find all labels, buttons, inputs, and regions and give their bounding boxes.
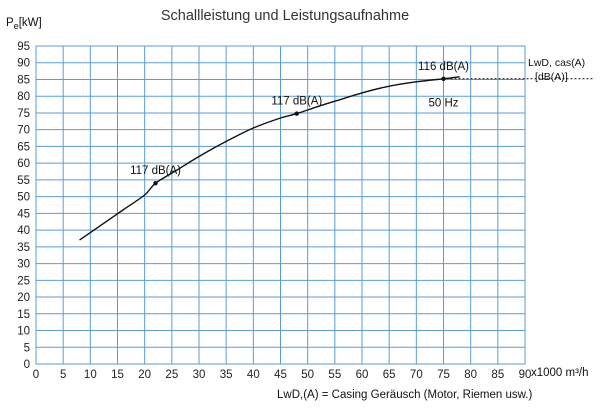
y-tick-label: 10 bbox=[17, 326, 30, 338]
x-tick-label: 20 bbox=[138, 369, 151, 381]
x-tick-label: 35 bbox=[220, 369, 233, 381]
marker-point bbox=[153, 181, 158, 186]
x-tick-label: 50 bbox=[301, 369, 314, 381]
y-axis-label-sub: e bbox=[14, 21, 19, 31]
x-tick-label: 10 bbox=[84, 369, 97, 381]
x-tick-label: 55 bbox=[328, 369, 341, 381]
x-tick-label: 80 bbox=[464, 369, 477, 381]
series-line bbox=[79, 76, 460, 241]
x-tick-label: 40 bbox=[247, 369, 260, 381]
y-tick-label: 80 bbox=[17, 91, 30, 103]
footnote: LwD,(A) = Casing Geräusch (Motor, Riemen… bbox=[277, 389, 532, 401]
x-tick-label: 45 bbox=[274, 369, 287, 381]
y-tick-label: 55 bbox=[17, 175, 30, 187]
y-tick-label: 45 bbox=[17, 208, 30, 220]
y-tick-label: 65 bbox=[17, 141, 30, 153]
y-tick-label: 85 bbox=[17, 74, 30, 86]
marker-point bbox=[294, 111, 299, 116]
y-axis-label-main: P bbox=[6, 17, 14, 29]
marker-label: 116 dB(A) bbox=[418, 61, 469, 73]
x-tick-label: 60 bbox=[356, 369, 369, 381]
y-tick-label: 40 bbox=[17, 225, 30, 237]
x-tick-label: 65 bbox=[383, 369, 396, 381]
y-tick-label: 95 bbox=[17, 41, 30, 53]
y-tick-label: 60 bbox=[17, 158, 30, 170]
y-tick-label: 15 bbox=[17, 309, 30, 321]
x-tick-label: 25 bbox=[165, 369, 178, 381]
y-tick-label: 20 bbox=[17, 292, 30, 304]
x-tick-label: 85 bbox=[491, 369, 504, 381]
y-tick-label: 5 bbox=[24, 342, 30, 354]
x-axis-label: x1000 m³/h bbox=[531, 367, 589, 379]
svg-text:Pe[kW]: Pe[kW] bbox=[6, 17, 42, 31]
y-tick-label: 70 bbox=[17, 125, 30, 137]
y-tick-label: 30 bbox=[17, 259, 30, 271]
y-tick-label: 25 bbox=[17, 275, 30, 287]
side-label-line1: LwD, cas(A) bbox=[528, 57, 585, 69]
y-axis-label: Pe[kW] bbox=[6, 17, 42, 31]
y-tick-label: 35 bbox=[17, 242, 30, 254]
marker-point bbox=[441, 76, 446, 82]
x-tick-label: 70 bbox=[410, 369, 423, 381]
x-tick-label: 0 bbox=[33, 369, 39, 381]
x-ticks: 0 5 10 15 20 25 30 35 40 45 50 55 60 65 70 75 80 85 90 bbox=[33, 369, 532, 381]
markers: 117 dB(A) 117 dB(A) 116 dB(A) bbox=[130, 61, 469, 186]
marker-label: 117 dB(A) bbox=[130, 165, 181, 177]
plot-frame bbox=[35, 45, 526, 365]
y-tick-label: 0 bbox=[24, 359, 30, 371]
side-label-line2: [dB(A)] bbox=[535, 71, 568, 83]
chart-title: Schallleistung und Leistungsaufnahme bbox=[161, 8, 409, 24]
y-tick-label: 90 bbox=[17, 58, 30, 70]
x-tick-label: 30 bbox=[193, 369, 206, 381]
y-axis-label-unit: [kW] bbox=[19, 17, 42, 29]
x-tick-label: 90 bbox=[519, 369, 532, 381]
y-tick-label: 75 bbox=[17, 108, 30, 120]
y-tick-label: 50 bbox=[17, 192, 30, 204]
x-tick-label: 15 bbox=[111, 369, 124, 381]
marker-label: 117 dB(A) bbox=[271, 96, 322, 108]
frequency-label: 50 Hz bbox=[428, 97, 458, 109]
x-tick-label: 75 bbox=[437, 369, 450, 381]
x-tick-label: 5 bbox=[60, 369, 66, 381]
grid bbox=[35, 45, 526, 365]
y-ticks: 0 5 10 15 20 25 30 35 40 45 50 55 60 65 70 75 80 85 90 95 bbox=[17, 41, 30, 371]
